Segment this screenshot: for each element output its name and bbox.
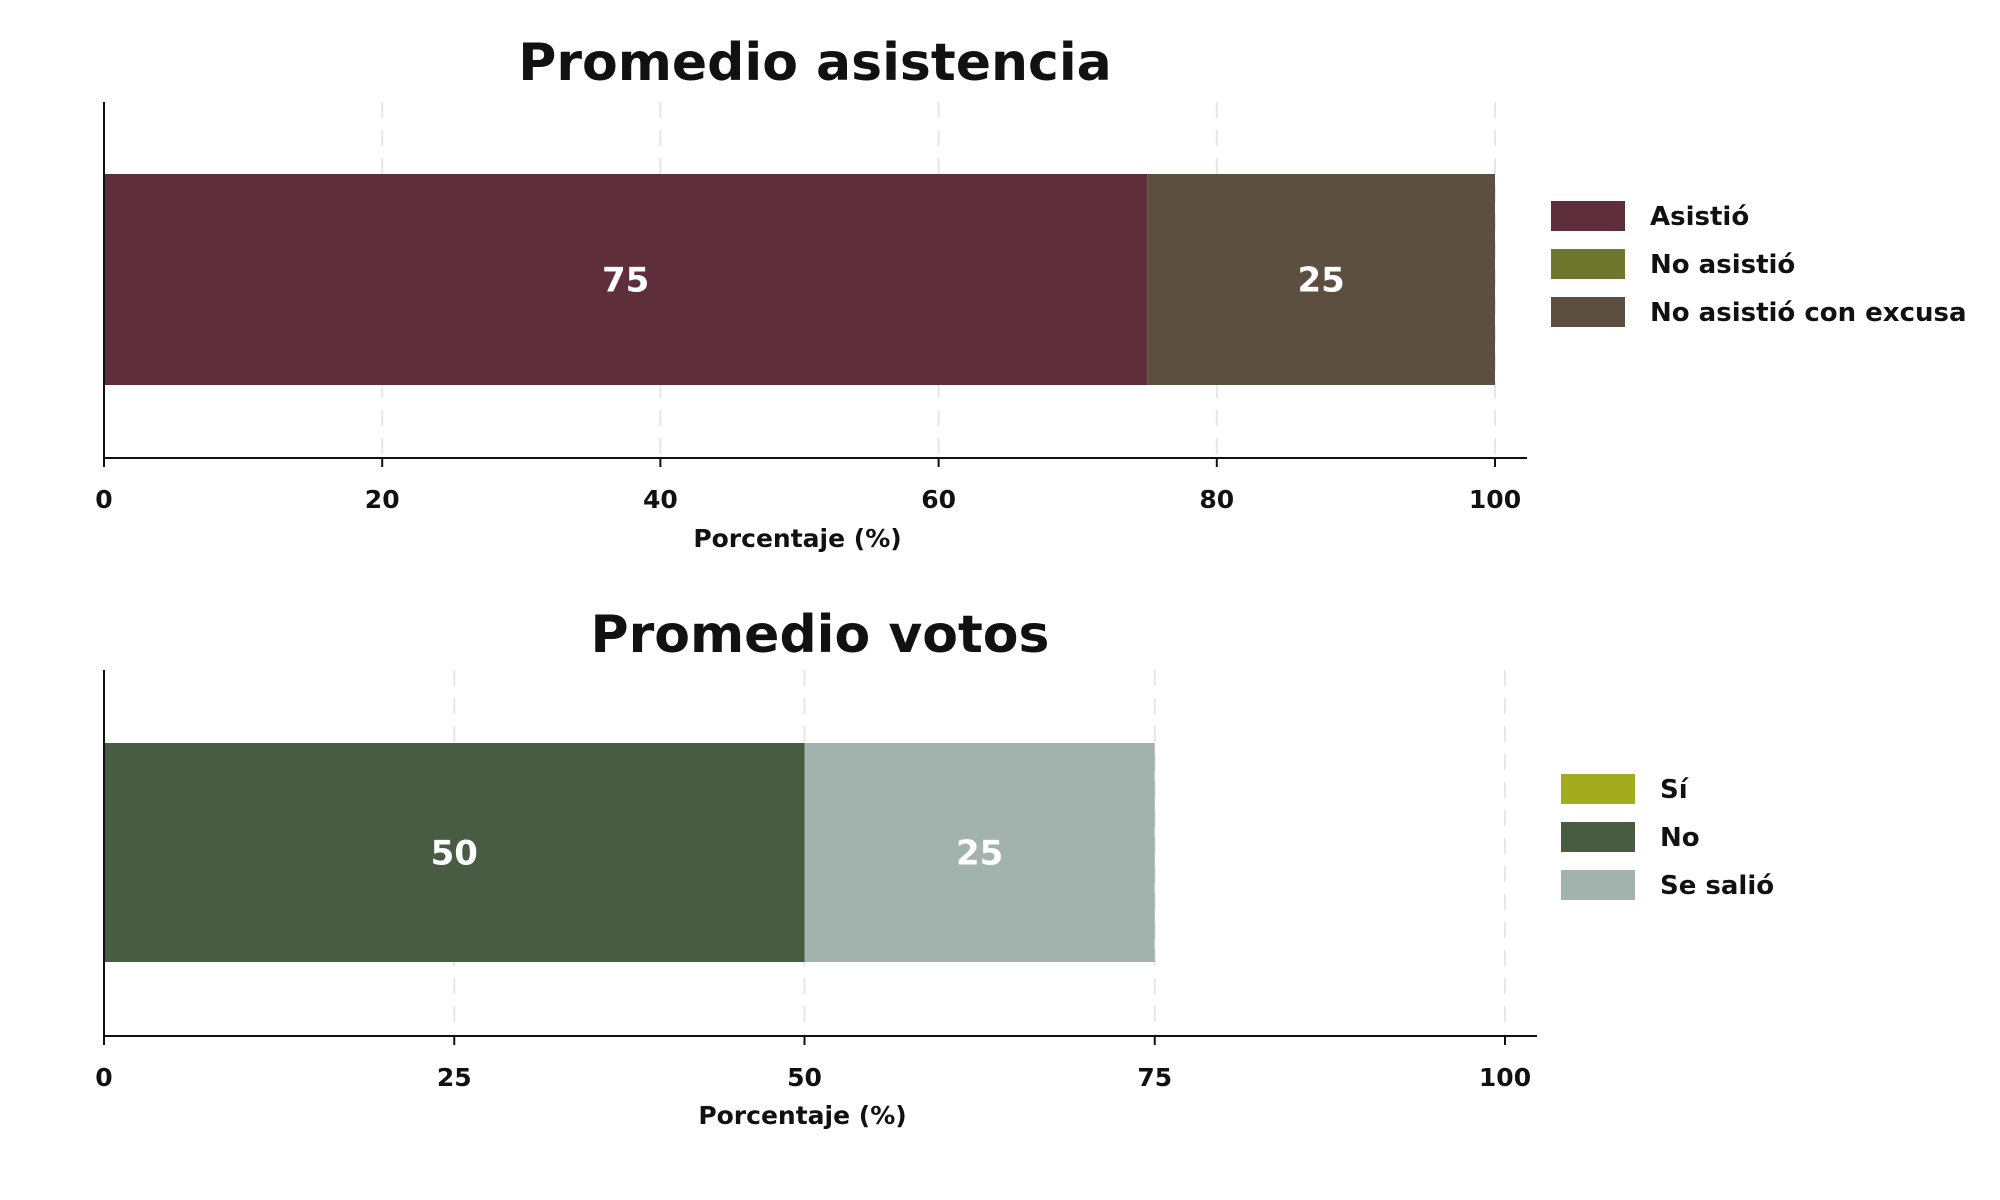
chart-votos-legend-swatch-1 (1561, 822, 1635, 852)
chart-votos-tick-label: 0 (95, 1063, 112, 1092)
chart-asistencia-tick-label: 100 (1469, 485, 1521, 514)
chart-asistencia-legend-label-2: No asistió con excusa (1650, 298, 1967, 328)
chart-asistencia-xlabel: Porcentaje (%) (693, 524, 901, 553)
chart-votos-xlabel: Porcentaje (%) (698, 1101, 906, 1130)
chart-asistencia-bar-label-0: 75 (602, 261, 649, 301)
chart-votos-legend-label-2: Se salió (1660, 871, 1774, 901)
chart-votos-title: Promedio votos (591, 605, 1050, 665)
chart-votos-tick-label: 25 (437, 1063, 472, 1092)
chart-asistencia-bar-0 (104, 174, 1148, 385)
chart-asistencia-tick-label: 60 (921, 485, 956, 514)
chart-votos-bar-1 (104, 743, 805, 962)
chart-votos-tick-label: 50 (787, 1063, 822, 1092)
chart-votos-tick-label: 100 (1479, 1063, 1531, 1092)
chart-votos-bar-label-1: 50 (431, 834, 478, 874)
chart-asistencia-legend-swatch-0 (1551, 201, 1625, 231)
chart-asistencia-legend-swatch-1 (1551, 249, 1625, 279)
chart-asistencia-legend-label-0: Asistió (1650, 202, 1749, 232)
chart-votos-bar-label-2: 25 (956, 834, 1003, 874)
chart-asistencia-bar-2 (1147, 174, 1495, 385)
chart-votos-legend-swatch-0 (1561, 774, 1635, 804)
chart-votos-legend-label-0: Sí (1660, 775, 1690, 805)
chart-votos-legend-swatch-2 (1561, 870, 1635, 900)
chart-votos-bar-2 (804, 743, 1155, 962)
chart-asistencia-tick-label: 0 (95, 485, 112, 514)
chart-asistencia-legend-label-1: No asistió (1650, 250, 1795, 280)
chart-asistencia-tick-label: 20 (365, 485, 400, 514)
chart-asistencia-title: Promedio asistencia (518, 33, 1112, 93)
chart-asistencia-bar-label-2: 25 (1297, 261, 1344, 301)
chart-asistencia-tick-label: 40 (643, 485, 678, 514)
chart-asistencia-tick-label: 80 (1199, 485, 1234, 514)
chart-votos-legend-label-1: No (1660, 823, 1700, 853)
chart-votos-tick-label: 75 (1137, 1063, 1172, 1092)
chart-asistencia-legend-swatch-2 (1551, 297, 1625, 327)
